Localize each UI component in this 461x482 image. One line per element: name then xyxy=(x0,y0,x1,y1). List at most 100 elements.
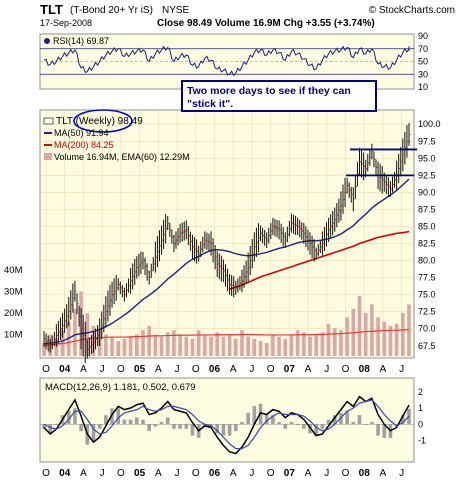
x-tick-label: J xyxy=(249,364,254,375)
annotation-line-1: Two more days to see if they can xyxy=(187,85,351,97)
macd-histogram-bar xyxy=(363,424,368,426)
volume-bar xyxy=(54,338,59,356)
price-tick-label: 100.0 xyxy=(418,119,441,129)
signal-line-group xyxy=(43,399,410,450)
macd-histogram-bar xyxy=(184,424,189,429)
x-tick-label: A xyxy=(305,468,312,479)
macd-histogram-bar xyxy=(302,424,306,429)
macd-histogram-bar xyxy=(382,424,387,438)
x-tick-label: 06 xyxy=(209,364,221,375)
macd-histogram-bar xyxy=(271,415,275,425)
x-axis-upper: O 04 A J O 05 A J O 06 A J O 07 A J O 08 A J xyxy=(42,364,404,375)
x-tick-label: 05 xyxy=(134,364,146,375)
volume-tick-label: 40M xyxy=(4,265,23,276)
volume-bar xyxy=(147,325,151,356)
volume-bar xyxy=(363,313,368,356)
macd-histogram-bar xyxy=(79,424,83,432)
price-axis: 100.0 97.5 95.0 92.5 90.0 87.5 85.0 82.5 80.0 77.… xyxy=(418,119,441,351)
volume-tick-label: 20M xyxy=(4,308,23,319)
volume-bar xyxy=(159,336,164,356)
rsi-line-group xyxy=(43,45,410,77)
x-tick-label: O xyxy=(192,468,200,479)
rsi-label-bg xyxy=(42,36,138,47)
volume-bar xyxy=(42,343,46,356)
volume-legend-swatch xyxy=(44,153,52,160)
volume-bar xyxy=(184,336,189,356)
rsi-legend-swatch xyxy=(44,38,50,44)
price-tick-label: 82.5 xyxy=(418,239,436,249)
macd-histogram-bar xyxy=(370,421,374,425)
x-tick-label: O xyxy=(42,468,50,479)
x-tick-label: 04 xyxy=(59,364,71,375)
macd-histogram-bar xyxy=(165,417,170,425)
macd-histogram-bar xyxy=(42,424,46,429)
volume-bar xyxy=(376,317,380,356)
x-tick-label: 04 xyxy=(59,468,71,479)
rsi-panel: 90 70 50 30 10 RSI(14) 69.87 xyxy=(39,31,428,92)
macd-line-group xyxy=(43,395,410,455)
price-bars xyxy=(43,123,411,363)
rsi-tick-label: 90 xyxy=(418,31,428,41)
volume-bar xyxy=(215,332,220,356)
ma200-group xyxy=(229,230,410,290)
macd-histogram-bar xyxy=(215,424,220,434)
macd-histogram-bar xyxy=(376,424,380,436)
volume-bar xyxy=(190,338,195,356)
macd-histogram-bar xyxy=(54,424,59,426)
macd-histogram-bar xyxy=(233,424,238,432)
volume-bar xyxy=(203,334,207,356)
security-name: (T-Bond 20+ Yr iS) xyxy=(70,5,153,16)
price-tick-label: 92.5 xyxy=(418,170,436,180)
x-tick-label: O xyxy=(117,468,125,479)
macd-histogram-bar xyxy=(104,415,108,425)
volume-bar xyxy=(196,330,201,356)
price-tick-label: 77.5 xyxy=(418,273,436,283)
annotation-box xyxy=(181,80,377,112)
quote-summary: Close 98.49 Volume 16.9M Chg +3.55 (+3.7… xyxy=(157,18,375,29)
macd-tick-label: 0 xyxy=(418,419,423,429)
macd-tick-label: -1 xyxy=(418,436,426,446)
macd-histogram-bar xyxy=(97,424,102,429)
price-tick-label: 75.0 xyxy=(418,290,436,300)
x-tick-label: O xyxy=(342,364,350,375)
volume-bar xyxy=(320,332,325,356)
x-tick-label: 05 xyxy=(134,468,146,479)
volume-bar xyxy=(110,336,114,356)
price-tick-label: 85.0 xyxy=(418,221,436,231)
x-tick-label: A xyxy=(80,364,87,375)
x-tick-label: A xyxy=(230,364,237,375)
volume-ema-line xyxy=(43,328,410,346)
macd-histogram-bar xyxy=(147,424,151,432)
price-tick-label: 70.0 xyxy=(418,324,436,334)
macd-histogram-bar xyxy=(357,415,362,425)
volume-bar xyxy=(394,323,399,356)
volume-bar xyxy=(289,334,294,356)
x-tick-label: J xyxy=(324,468,329,479)
price-legend-label: TLT (Weekly) 98.49 xyxy=(56,116,143,127)
price-tick-label: 72.5 xyxy=(418,307,436,317)
resistance-lines xyxy=(346,148,417,177)
x-tick-label: O xyxy=(192,364,200,375)
ticker-symbol: TLT xyxy=(40,2,63,17)
volume-bar xyxy=(233,338,238,356)
brand-watermark: © StockCharts.com xyxy=(369,5,455,16)
macd-histogram-bar xyxy=(73,408,77,425)
macd-axis: 2 1 0 -1 xyxy=(418,387,426,446)
x-axis-lower: O 04 A J O 05 A J O 06 A J O 07 A J O 08 A J xyxy=(42,468,404,479)
macd-tick-label: 2 xyxy=(418,387,423,397)
x-tick-label: O xyxy=(267,468,275,479)
rsi-axis: 90 70 50 30 10 xyxy=(418,31,428,92)
macd-panel-bg xyxy=(39,377,415,463)
volume-bar xyxy=(134,334,139,356)
price-panel: 100.0 97.5 95.0 92.5 90.0 87.5 85.0 82.5 80.0 77.… xyxy=(4,109,441,462)
macd-panel: 2 1 0 -1 MACD(12,26,9) 1.181, 0.502, 0.679 xyxy=(39,377,426,463)
macd-histogram-bar xyxy=(295,424,300,426)
volume-bar xyxy=(128,336,133,356)
macd-histogram-bar xyxy=(116,408,121,425)
macd-histogram-bar xyxy=(289,421,294,425)
price-tick-label: 80.0 xyxy=(418,256,436,266)
x-tick-label: J xyxy=(175,364,180,375)
volume-bar xyxy=(227,334,232,356)
volume-bar xyxy=(141,330,145,356)
